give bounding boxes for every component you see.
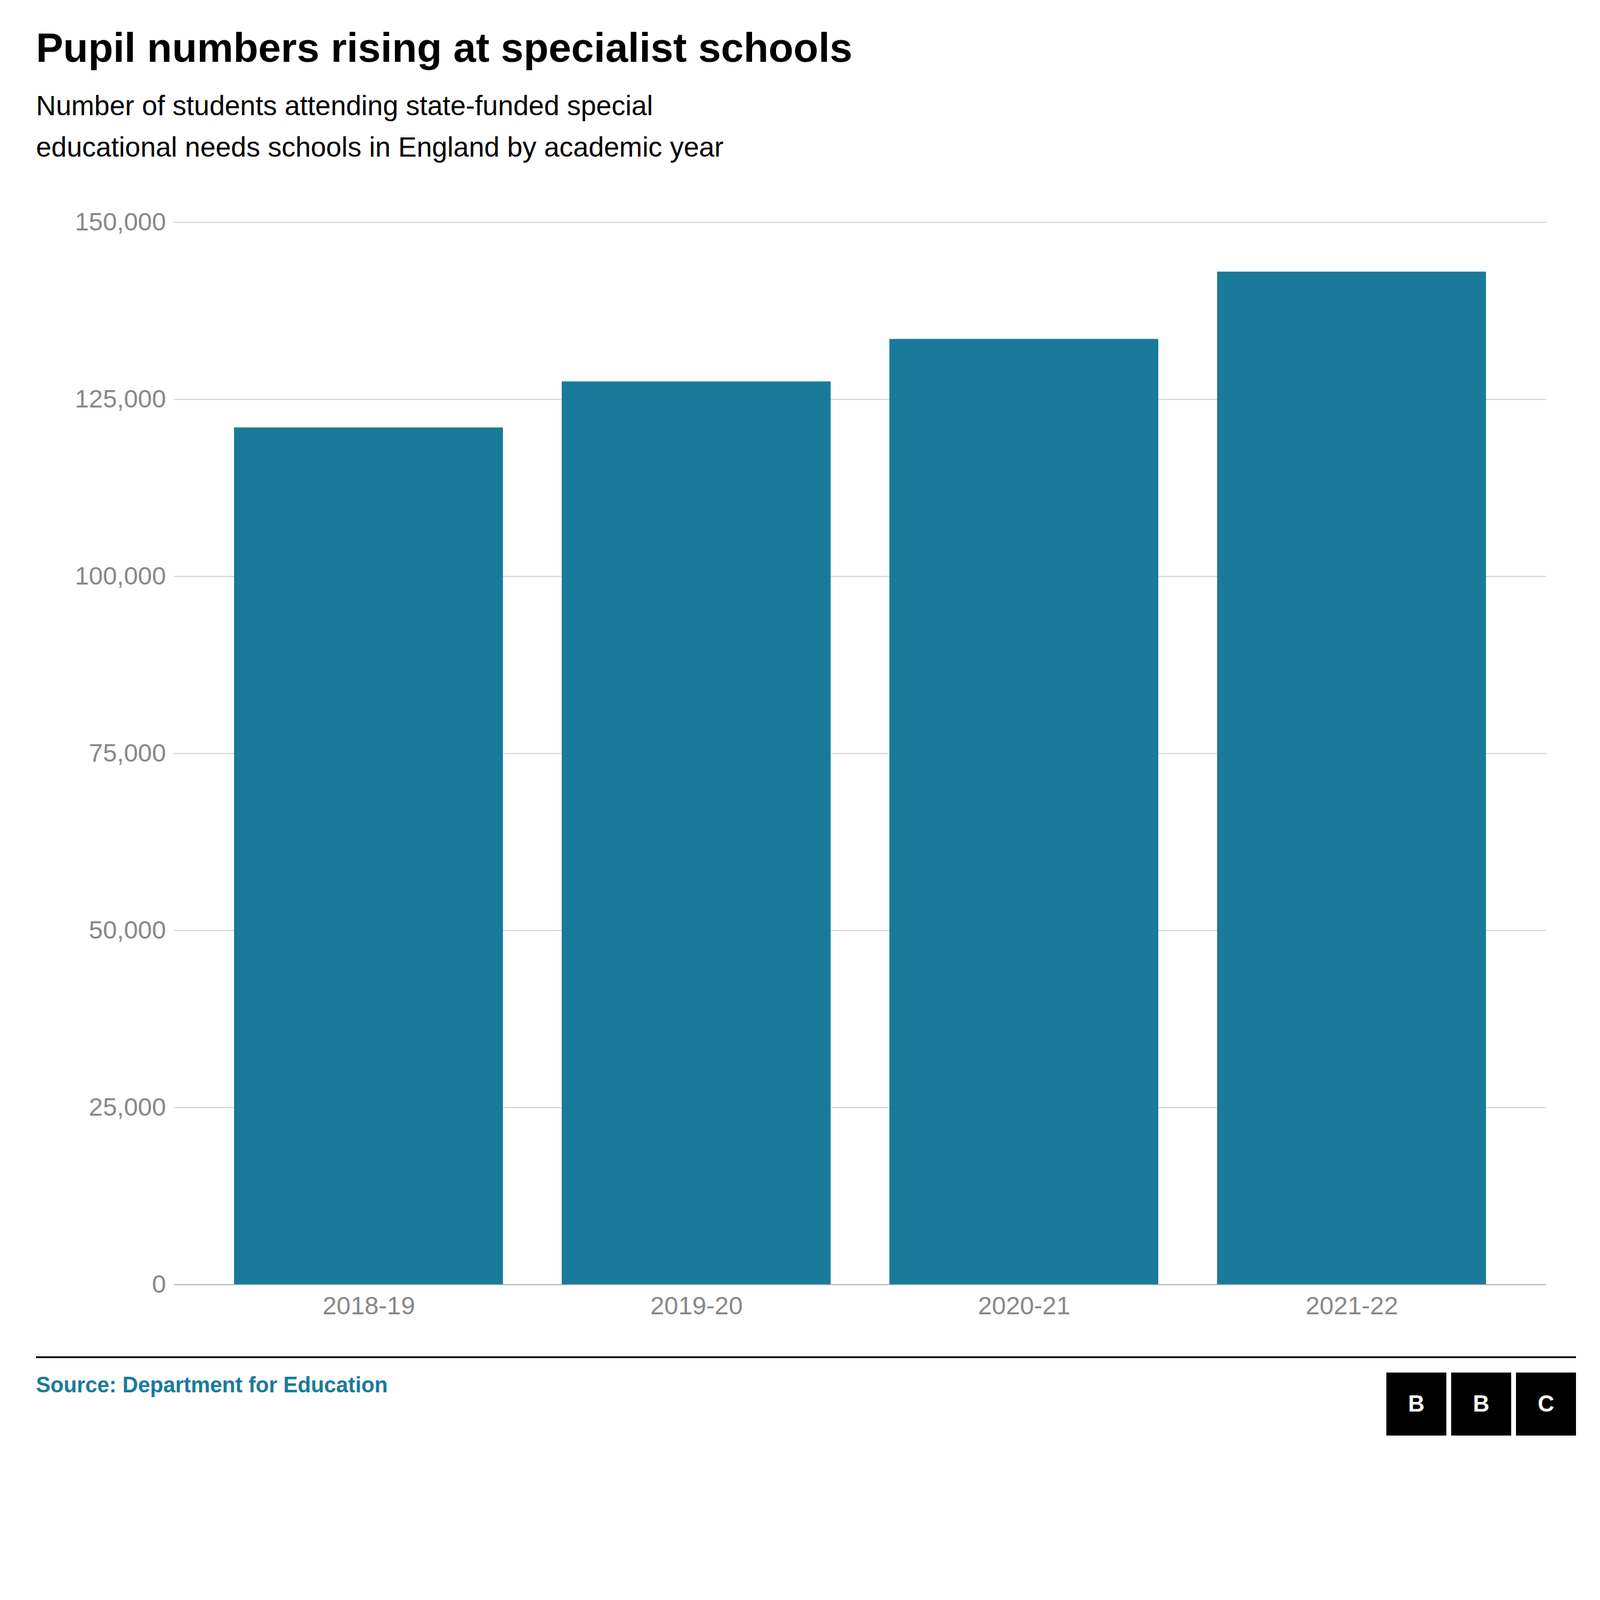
- svg-text:2019-20: 2019-20: [649, 1291, 743, 1320]
- svg-text:25,000: 25,000: [88, 1092, 166, 1122]
- svg-text:100,000: 100,000: [75, 561, 167, 590]
- svg-text:0: 0: [151, 1269, 166, 1299]
- svg-text:150,000: 150,000: [75, 207, 167, 236]
- svg-text:75,000: 75,000: [88, 738, 166, 767]
- html-text:C: C: [1537, 1391, 1555, 1417]
- html-text:B: B: [1408, 1391, 1425, 1417]
- svg-text:50,000: 50,000: [88, 915, 166, 945]
- svg-text:2021-22: 2021-22: [1305, 1291, 1398, 1320]
- svg-text:125,000: 125,000: [75, 384, 167, 413]
- html-text:B: B: [1472, 1391, 1490, 1417]
- svg-text:2020-21: 2020-21: [977, 1291, 1071, 1320]
- html-text:Number of students attending s: Number of students attending state-funde…: [36, 90, 724, 163]
- html-text:Pupil numbers rising at specia: Pupil numbers rising at specialist schoo…: [36, 24, 853, 71]
- svg-text:2018-19: 2018-19: [322, 1291, 415, 1320]
- html-text:Source: Department for Educati: Source: Department for Education: [36, 1372, 388, 1398]
